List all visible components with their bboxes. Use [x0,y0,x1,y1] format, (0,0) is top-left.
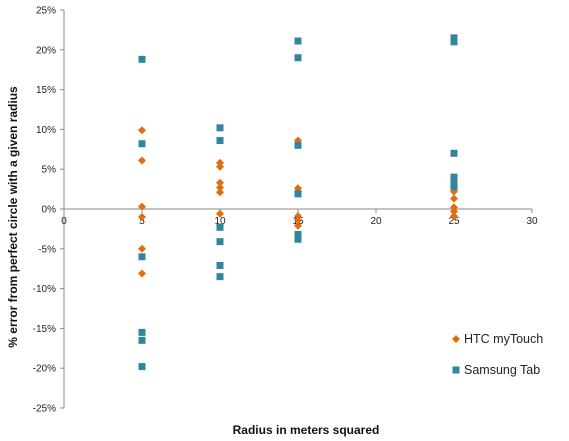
legend-marker-samsung-tab [452,366,460,374]
y-tick-label: -25% [33,404,56,415]
legend: HTC myTouch Samsung Tab [452,332,543,377]
data-point-square [216,124,224,132]
data-point-diamond [450,207,458,216]
data-point-diamond [138,269,146,278]
x-axis-title: Radius in meters squared [233,423,380,437]
data-point-square [138,253,146,261]
data-point-square [216,223,224,231]
data-point-diamond [216,188,224,197]
data-point-diamond [138,126,146,135]
data-point-diamond [138,244,146,253]
y-tick-label: -20% [33,364,56,375]
y-tick-label: 5% [42,165,57,176]
data-point-square [294,141,302,149]
x-tick-label: 20 [370,216,382,227]
y-tick-label: 25% [36,6,56,17]
data-point-square [216,262,224,270]
data-point-diamond [138,202,146,211]
legend-label-htc-mytouch: HTC myTouch [464,332,543,346]
data-point-square [138,363,146,371]
y-tick-label: 20% [36,45,56,56]
data-point-diamond [294,216,302,225]
data-point-diamond [216,209,224,218]
data-point-square [294,190,302,198]
y-axis-title: % error from perfect circle with a given… [6,86,20,348]
legend-label-samsung-tab: Samsung Tab [464,363,540,377]
data-point-square [138,328,146,336]
x-tick-label: 25 [448,216,460,227]
x-tick-label: 0 [61,216,67,227]
y-axis-ticks: 25% 20% 15% 10% 5% 0% -5% -10% -15% -20% -25% [33,6,64,415]
data-point-diamond [138,212,146,221]
data-point-square [294,37,302,45]
data-point-square [216,137,224,145]
y-tick-label: 15% [36,85,56,96]
data-point-diamond [216,183,224,192]
data-point-square [294,230,302,238]
data-point-diamond [138,156,146,165]
data-point-square [450,173,458,181]
data-points [138,34,458,371]
data-point-square [216,238,224,246]
data-point-diamond [216,178,224,187]
legend-marker-htc-mytouch [452,335,460,343]
y-tick-label: -15% [33,324,56,335]
y-tick-label: -5% [38,244,56,255]
data-point-diamond [450,194,458,203]
data-point-square [294,235,302,243]
y-tick-label: 10% [36,125,56,136]
data-point-square [216,273,224,281]
data-point-square [450,38,458,46]
data-point-square [450,149,458,157]
data-point-square [138,55,146,63]
y-tick-label: 0% [42,205,57,216]
data-point-square [138,140,146,148]
data-point-diamond [216,162,224,171]
x-tick-label: 5 [139,216,145,227]
data-point-diamond [450,212,458,221]
x-tick-label: 10 [214,216,226,227]
x-tick-label: 30 [526,216,538,227]
data-point-square [450,34,458,42]
data-point-square [138,336,146,344]
data-point-square [450,183,458,191]
series-samsung-tab [138,34,458,371]
y-tick-label: -10% [33,284,56,295]
data-point-square [294,54,302,62]
data-point-diamond [294,221,302,230]
